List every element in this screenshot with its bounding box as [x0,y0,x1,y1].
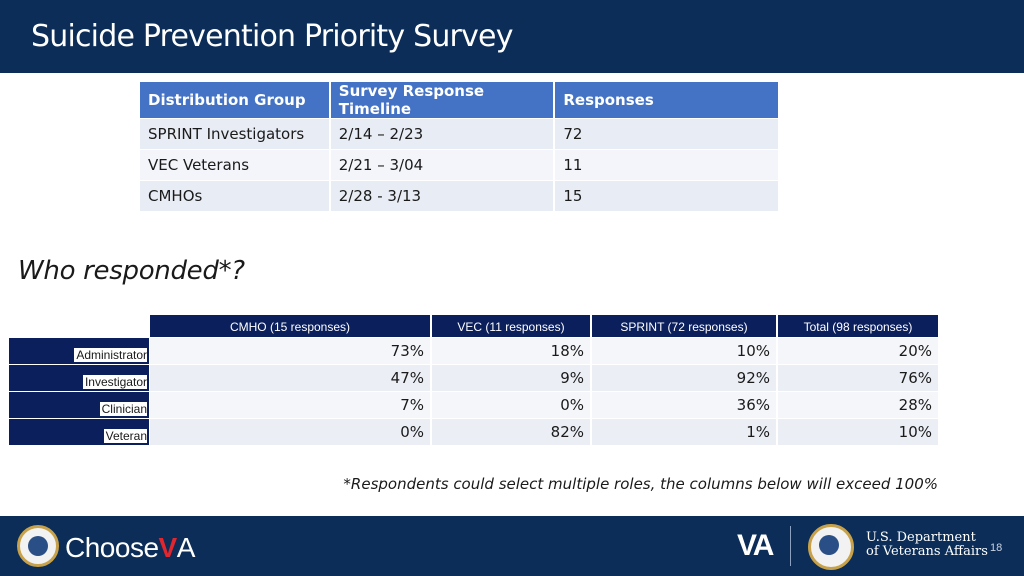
vec-clinician-cell: 0% [432,392,592,418]
responses-cell: 72 [554,118,780,150]
distribution-group-cell: SPRINT Investigators [140,118,331,150]
footer-divider [790,526,791,566]
page-title: Suicide Prevention Priority Survey [31,19,513,54]
timeline-cell: 2/14 – 2/23 [329,118,556,150]
cmho-administrator-cell: 73% [150,338,432,364]
total-veteran-cell: 10% [778,419,938,445]
header-distribution-group: Distribution Group [140,82,331,119]
distribution-group-cell: VEC Veterans [140,149,331,181]
vec-investigator-cell: 9% [432,365,592,391]
cmho-veteran-cell: 0% [150,419,432,445]
footnote: *Respondents could select multiple roles… [343,475,938,493]
total-investigator-cell: 76% [778,365,938,391]
row-label-administrator: Administrator [9,338,149,364]
va-logo: VA [737,529,774,562]
page-number: 18 [990,542,1003,554]
header-sprint: SPRINT (72 responses) [592,315,778,337]
timeline-cell: 2/28 - 3/13 [329,180,556,212]
row-label-investigator: Investigator [9,365,149,391]
section-title: Who responded*? [18,256,245,286]
choose-text: Choose [65,532,159,563]
choose-va-logo: ChooseVA [65,532,195,564]
header-total: Total (98 responses) [778,315,938,337]
row-label-veteran: Veteran [9,419,149,445]
cmho-clinician-cell: 7% [150,392,432,418]
table-header-row: Distribution Group Survey Response Timel… [140,82,780,119]
table-row: VEC Veterans 2/21 – 3/04 11 [140,149,780,181]
va-seal-icon [17,525,59,567]
total-administrator-cell: 20% [778,338,938,364]
vec-veteran-cell: 82% [432,419,592,445]
department-seal-icon [808,524,854,570]
total-clinician-cell: 28% [778,392,938,418]
table-row: CMHOs 2/28 - 3/13 15 [140,180,780,212]
sprint-administrator-cell: 10% [592,338,778,364]
timeline-cell: 2/21 – 3/04 [329,149,556,181]
title-bar: Suicide Prevention Priority Survey [0,0,1024,73]
choose-a-text: A [176,532,196,563]
distribution-group-cell: CMHOs [140,180,331,212]
table-row: SPRINT Investigators 2/14 – 2/23 72 [140,118,780,150]
sprint-clinician-cell: 36% [592,392,778,418]
vec-administrator-cell: 18% [432,338,592,364]
choose-v-mark: V [158,532,178,563]
header-responses: Responses [554,82,780,119]
footer-bar: ChooseVA VA U.S. Department of Veterans … [0,516,1024,576]
header-cmho: CMHO (15 responses) [150,315,432,337]
cmho-investigator-cell: 47% [150,365,432,391]
distribution-table: Distribution Group Survey Response Timel… [140,82,780,212]
responses-cell: 15 [554,180,780,212]
sprint-veteran-cell: 1% [592,419,778,445]
row-label-clinician: Clinician [9,392,149,418]
sprint-investigator-cell: 92% [592,365,778,391]
header-survey-response-timeline: Survey Response Timeline [329,82,556,119]
department-name: U.S. Department of Veterans Affairs [866,530,988,559]
header-vec: VEC (11 responses) [432,315,592,337]
responses-cell: 11 [554,149,780,181]
